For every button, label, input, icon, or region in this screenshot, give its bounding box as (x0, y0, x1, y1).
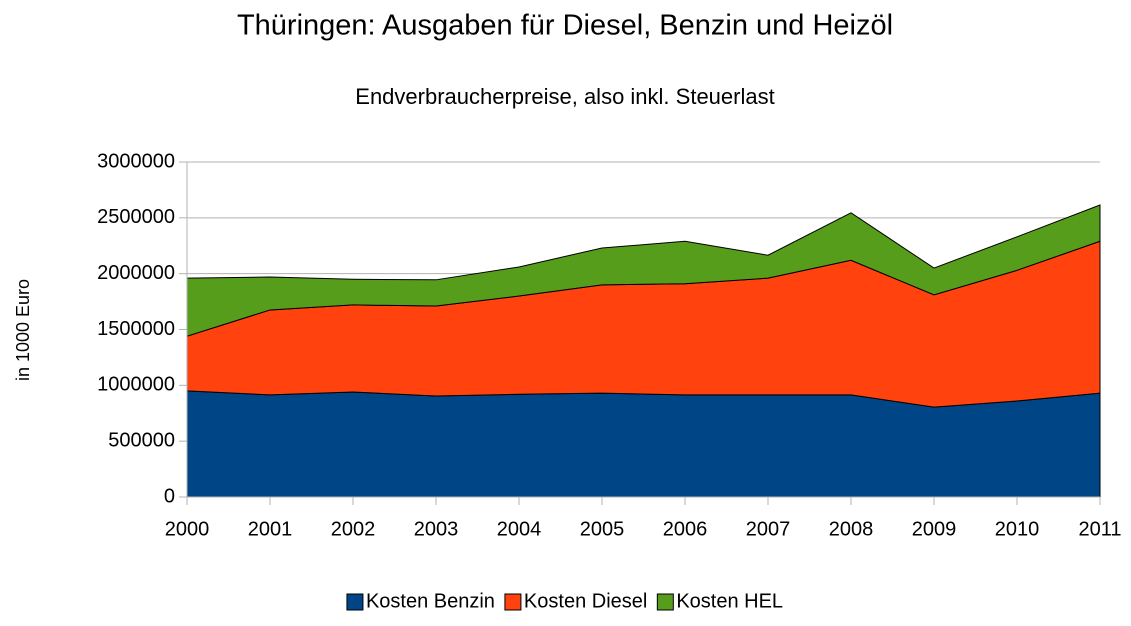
x-tick-label: 2007 (746, 518, 791, 540)
x-tick-label: 2000 (165, 518, 210, 540)
x-tick-label: 2002 (331, 518, 376, 540)
legend-swatch (504, 593, 522, 611)
area (186, 390, 1101, 498)
area (186, 204, 1101, 337)
y-tick-label: 1500000 (97, 318, 175, 340)
x-tick-label: 2006 (663, 518, 708, 540)
x-tick-label: 2004 (497, 518, 542, 540)
x-tick-label: 2003 (414, 518, 459, 540)
legend-label: Kosten Diesel (524, 590, 647, 612)
legend-label: Kosten Benzin (366, 590, 495, 612)
chart-title: Thüringen: Ausgaben für Diesel, Benzin u… (237, 10, 893, 42)
x-tick-label: 2010 (995, 518, 1040, 540)
y-tick-label: 3000000 (97, 150, 175, 172)
x-tick-label: 2001 (248, 518, 293, 540)
x-tick-label: 2011 (1078, 518, 1121, 540)
chart-subtitle: Endverbraucherpreise, also inkl. Steuerl… (355, 84, 774, 109)
legend-swatch (346, 593, 364, 611)
x-tick-label: 2005 (580, 518, 625, 540)
x-tick-label: 2008 (829, 518, 874, 540)
y-tick-label: 2500000 (97, 206, 175, 228)
legend-label: Kosten HEL (676, 590, 783, 612)
y-tick-label: 500000 (108, 429, 175, 451)
legend: Kosten Benzin Kosten Diesel Kosten HEL (346, 590, 783, 612)
y-tick-label: 1000000 (97, 374, 175, 396)
y-tick-label: 2000000 (97, 262, 175, 284)
y-axis-label: in 1000 Euro (13, 279, 33, 381)
y-tick-label: 0 (164, 485, 175, 507)
legend-swatch (656, 593, 674, 611)
x-tick-label: 2009 (912, 518, 957, 540)
